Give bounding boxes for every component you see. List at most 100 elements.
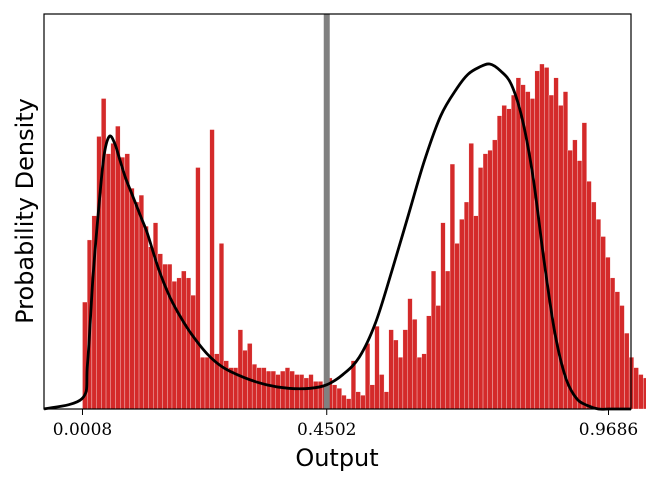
- histogram-bar: [360, 395, 366, 410]
- histogram-bar: [143, 225, 149, 410]
- histogram-bar: [497, 115, 503, 410]
- histogram-bar: [388, 329, 394, 410]
- histogram-bar: [595, 219, 601, 410]
- histogram-bar: [591, 201, 597, 410]
- histogram-bar: [218, 243, 224, 410]
- histogram-bar: [619, 305, 625, 410]
- histogram-bar: [572, 139, 578, 410]
- histogram-bar: [336, 388, 342, 410]
- plot-frame: [43, 13, 632, 410]
- histogram-bar: [275, 374, 281, 410]
- histogram-bar: [134, 201, 140, 410]
- histogram-bar: [402, 329, 408, 410]
- histogram-bar: [600, 236, 606, 410]
- histogram-bar: [365, 343, 371, 410]
- histogram-bar: [610, 277, 616, 410]
- histogram-bar: [562, 91, 569, 410]
- histogram-bar: [251, 363, 257, 410]
- histogram-bar: [534, 70, 540, 410]
- x-axis-title: Output: [295, 444, 378, 472]
- histogram-bar: [407, 298, 413, 410]
- histogram-bar: [374, 326, 380, 410]
- histogram-bar: [614, 291, 620, 410]
- histogram-bar: [105, 153, 111, 410]
- histogram-bar: [148, 246, 154, 410]
- histogram-bar: [511, 94, 517, 410]
- histogram-bar: [237, 329, 243, 410]
- histogram-bar: [200, 357, 206, 410]
- histogram-bar: [369, 384, 375, 410]
- histogram-bar: [577, 160, 583, 410]
- histogram-bar: [299, 374, 305, 410]
- histogram-bar: [209, 129, 215, 410]
- histogram-bar: [124, 153, 130, 410]
- histogram-bar: [190, 294, 196, 410]
- histogram-bar: [294, 374, 300, 410]
- histogram-bar: [308, 374, 314, 410]
- histogram-bar: [506, 108, 512, 410]
- x-tick-label: 0.9686: [579, 420, 638, 440]
- histogram-bar: [449, 163, 455, 410]
- histogram-bar: [167, 263, 173, 410]
- histogram-bar: [638, 374, 644, 410]
- histogram-bar: [633, 367, 639, 410]
- histogram-bar: [270, 370, 276, 410]
- histogram-bar: [586, 181, 592, 410]
- histogram-bar: [544, 67, 550, 410]
- y-axis-title: Probability Density: [11, 98, 39, 324]
- histogram-bar: [487, 150, 493, 410]
- histogram-bar: [464, 201, 470, 410]
- histogram-bar: [445, 270, 451, 410]
- histogram-bar: [482, 153, 488, 410]
- histogram-bar: [355, 391, 361, 410]
- histogram-bar: [303, 377, 309, 410]
- histogram-bar: [412, 319, 418, 410]
- histogram-bar: [478, 167, 484, 410]
- x-axis-ticks: 0.0008 0.4502 0.9686: [53, 409, 638, 440]
- histogram-bar: [341, 395, 347, 410]
- histogram-bar: [398, 357, 404, 410]
- histogram-bar: [181, 270, 187, 410]
- histogram-bar: [501, 105, 507, 410]
- histogram-bar: [280, 370, 286, 410]
- histogram-bar: [332, 384, 338, 410]
- histogram-bar: [185, 277, 192, 410]
- histogram-bar: [492, 139, 498, 410]
- histogram-bar: [468, 143, 474, 410]
- histogram-bar: [548, 94, 554, 410]
- histogram-bar: [204, 357, 210, 410]
- histogram-bar: [440, 222, 446, 410]
- histogram-bar: [115, 125, 121, 410]
- histogram-bar: [266, 370, 272, 410]
- histogram-bar: [379, 374, 385, 410]
- histogram-bar: [261, 367, 267, 410]
- histogram-bar: [313, 381, 319, 410]
- histogram-bar: [459, 219, 465, 410]
- x-tick-label: 0.0008: [53, 420, 112, 440]
- histogram-bar: [530, 98, 536, 410]
- histogram-bar: [346, 398, 352, 410]
- histogram-bar: [247, 343, 253, 410]
- histogram-bar: [454, 243, 460, 410]
- histogram-bar: [120, 156, 126, 410]
- histogram-bar: [383, 391, 389, 410]
- histogram-bar: [553, 77, 559, 410]
- x-tick-label: 0.4502: [297, 420, 356, 440]
- histogram-bar: [421, 353, 427, 410]
- histogram-bar: [129, 188, 135, 410]
- histogram-bar: [581, 122, 587, 410]
- histogram-bar: [624, 332, 630, 410]
- histogram-bar: [416, 357, 422, 410]
- histogram-bar: [605, 257, 611, 410]
- histogram-bar: [431, 270, 437, 410]
- histogram-bar: [515, 77, 521, 410]
- histogram-bar: [435, 305, 441, 410]
- histogram-bar: [176, 277, 182, 410]
- histogram-bar: [473, 215, 479, 410]
- histogram-bar: [393, 339, 399, 410]
- histogram-bar: [426, 315, 432, 410]
- histogram-bar: [110, 143, 116, 410]
- histogram-bar: [256, 367, 262, 410]
- histogram-bar: [567, 150, 573, 410]
